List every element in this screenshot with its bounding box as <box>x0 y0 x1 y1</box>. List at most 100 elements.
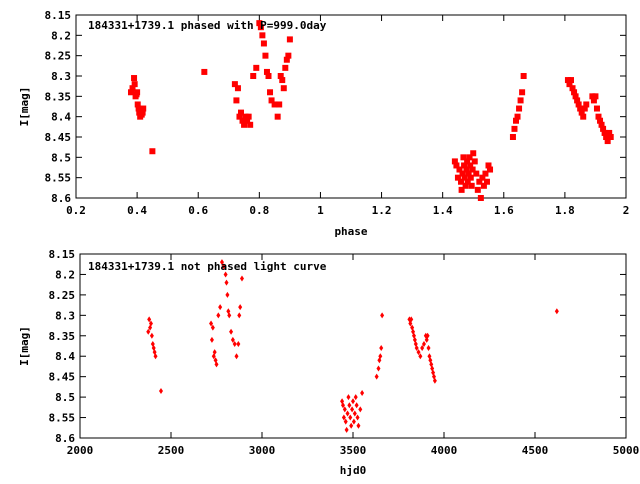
data-point <box>421 340 426 347</box>
data-point <box>340 402 345 409</box>
y-axis-label: I[mag] <box>18 326 31 366</box>
data-point <box>140 105 147 112</box>
data-point <box>469 166 476 173</box>
data-point <box>575 101 582 108</box>
chart-title: 184331+1739.1 phased with P=999.0day <box>88 19 327 32</box>
y-tick-label: 8.5 <box>51 151 71 164</box>
data-point <box>268 97 275 104</box>
data-point <box>379 345 384 352</box>
data-point <box>236 340 241 347</box>
data-point <box>282 64 289 71</box>
data-point <box>378 353 383 360</box>
data-point <box>253 64 260 71</box>
data-point <box>593 105 600 112</box>
data-point <box>564 77 571 84</box>
x-tick-label: 0.2 <box>66 204 86 217</box>
data-point <box>517 97 524 104</box>
data-point <box>600 125 607 132</box>
y-tick-label: 8.35 <box>49 330 76 343</box>
data-point <box>468 182 475 189</box>
data-point <box>148 320 153 327</box>
data-point <box>341 414 346 421</box>
y-tick-label: 8.55 <box>45 172 72 185</box>
data-point <box>147 316 152 323</box>
plot-frame <box>75 14 627 199</box>
y-tick-label: 8.15 <box>49 248 76 261</box>
data-point <box>128 89 134 96</box>
data-point <box>473 170 480 177</box>
y-tick-label: 8.3 <box>51 70 71 83</box>
data-point <box>139 109 146 116</box>
data-point <box>352 410 357 417</box>
data-point <box>233 97 240 104</box>
data-point <box>230 336 235 343</box>
data-point <box>286 36 293 43</box>
x-tick-label: 1 <box>317 204 324 217</box>
data-point <box>238 109 244 116</box>
data-point <box>232 340 237 347</box>
data-point <box>356 422 361 429</box>
x-tick-label: 4000 <box>431 444 458 457</box>
y-tick-label: 8.15 <box>45 9 72 22</box>
data-point <box>244 117 251 124</box>
data-point <box>242 113 249 120</box>
data-point <box>571 89 578 96</box>
data-point <box>241 121 248 128</box>
data-point <box>474 186 481 193</box>
data-point <box>425 332 430 339</box>
data-point <box>239 117 246 124</box>
data-point <box>201 68 208 75</box>
data-point <box>470 150 477 157</box>
data-point <box>426 345 431 352</box>
data-point <box>267 89 274 96</box>
data-point <box>466 154 473 161</box>
x-tick-label: 2 <box>623 204 630 217</box>
x-tick-label: 0.4 <box>127 204 147 217</box>
data-point <box>509 134 516 140</box>
data-point <box>260 40 267 47</box>
data-point <box>519 89 526 96</box>
data-point <box>380 312 385 319</box>
data-point <box>250 73 257 79</box>
data-point <box>414 345 419 352</box>
data-point <box>464 178 471 185</box>
data-point <box>225 291 230 298</box>
x-tick-label: 3500 <box>340 444 367 457</box>
data-point <box>456 166 463 173</box>
data-point <box>461 162 468 169</box>
y-tick-label: 8.4 <box>55 350 75 363</box>
x-tick-label: 0.8 <box>249 204 269 217</box>
data-point <box>343 418 348 425</box>
data-point <box>451 158 458 165</box>
data-point <box>409 316 414 323</box>
data-point <box>353 394 358 401</box>
data-point <box>351 418 356 425</box>
data-point <box>234 85 241 92</box>
data-point <box>458 178 464 185</box>
data-point <box>595 113 602 120</box>
x-tick-label: 3000 <box>249 444 276 457</box>
data-point <box>607 134 614 140</box>
data-point <box>348 414 353 421</box>
data-point <box>360 390 365 397</box>
x-tick-label: 2000 <box>67 444 94 457</box>
data-point <box>350 406 355 413</box>
data-point <box>598 121 605 128</box>
data-point <box>416 349 421 356</box>
y-tick-label: 8.6 <box>55 432 75 445</box>
chart-title: 184331+1739.1 not phased light curve <box>88 260 327 273</box>
data-point <box>265 73 272 79</box>
data-point <box>274 113 281 120</box>
data-point <box>210 324 215 331</box>
data-point <box>581 105 588 112</box>
data-point <box>344 426 349 433</box>
y-tick-label: 8.3 <box>55 309 75 322</box>
data-point <box>354 402 359 409</box>
data-point <box>153 353 158 360</box>
data-point <box>351 398 355 405</box>
data-point <box>224 279 229 286</box>
y-tick-label: 8.4 <box>51 111 71 124</box>
data-point <box>578 109 585 116</box>
data-point <box>245 113 252 120</box>
